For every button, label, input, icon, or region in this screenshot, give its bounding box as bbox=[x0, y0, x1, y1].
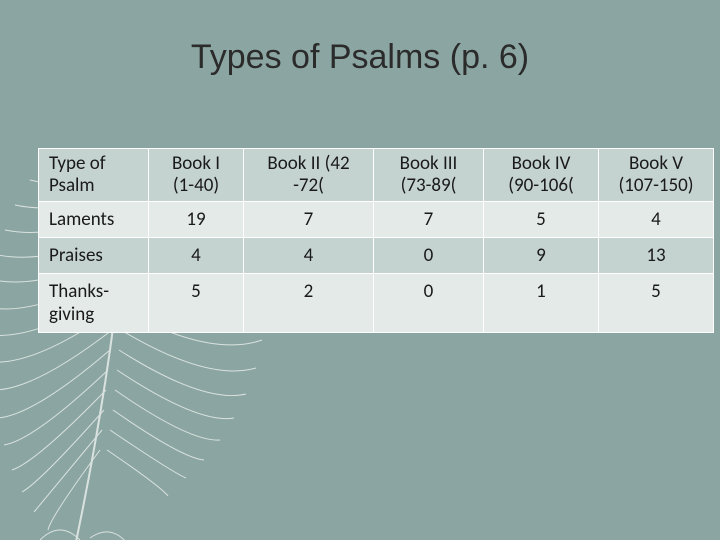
col-header-book3: Book III (73-89( bbox=[374, 149, 484, 202]
page-title: Types of Psalms (p. 6) bbox=[0, 38, 720, 77]
row-label: Laments bbox=[39, 201, 149, 237]
col-header-text: Book IV bbox=[490, 153, 592, 175]
col-header-text: -72( bbox=[250, 175, 367, 197]
cell: 4 bbox=[244, 237, 374, 273]
cell: 0 bbox=[374, 273, 484, 332]
col-header-text: (1-40) bbox=[155, 175, 237, 197]
col-header-text: Book I bbox=[155, 153, 237, 175]
table-row: Thanks- giving 5 2 0 1 5 bbox=[39, 273, 714, 332]
row-label: Thanks- giving bbox=[39, 273, 149, 332]
cell: 5 bbox=[484, 201, 599, 237]
cell: 2 bbox=[244, 273, 374, 332]
col-header-text: Type of bbox=[49, 153, 142, 175]
col-header-text: Book II (42 bbox=[250, 153, 367, 175]
table-row: Laments 19 7 7 5 4 bbox=[39, 201, 714, 237]
col-header-type: Type of Psalm bbox=[39, 149, 149, 202]
table-header-row: Type of Psalm Book I (1-40) Book II (42 … bbox=[39, 149, 714, 202]
cell: 13 bbox=[599, 237, 714, 273]
col-header-book4: Book IV (90-106( bbox=[484, 149, 599, 202]
col-header-text: (107-150) bbox=[605, 175, 707, 197]
cell: 5 bbox=[599, 273, 714, 332]
cell: 9 bbox=[484, 237, 599, 273]
col-header-book1: Book I (1-40) bbox=[149, 149, 244, 202]
col-header-book5: Book V (107-150) bbox=[599, 149, 714, 202]
table-row: Praises 4 4 0 9 13 bbox=[39, 237, 714, 273]
cell: 7 bbox=[374, 201, 484, 237]
cell: 4 bbox=[599, 201, 714, 237]
psalm-types-table: Type of Psalm Book I (1-40) Book II (42 … bbox=[38, 148, 693, 333]
col-header-text: Psalm bbox=[49, 175, 142, 197]
cell: 4 bbox=[149, 237, 244, 273]
cell: 7 bbox=[244, 201, 374, 237]
col-header-text: Book V bbox=[605, 153, 707, 175]
col-header-text: Book III bbox=[380, 153, 477, 175]
cell: 5 bbox=[149, 273, 244, 332]
row-label: Praises bbox=[39, 237, 149, 273]
col-header-text: (73-89( bbox=[380, 175, 477, 197]
col-header-book2: Book II (42 -72( bbox=[244, 149, 374, 202]
cell: 19 bbox=[149, 201, 244, 237]
col-header-text: (90-106( bbox=[490, 175, 592, 197]
cell: 1 bbox=[484, 273, 599, 332]
cell: 0 bbox=[374, 237, 484, 273]
